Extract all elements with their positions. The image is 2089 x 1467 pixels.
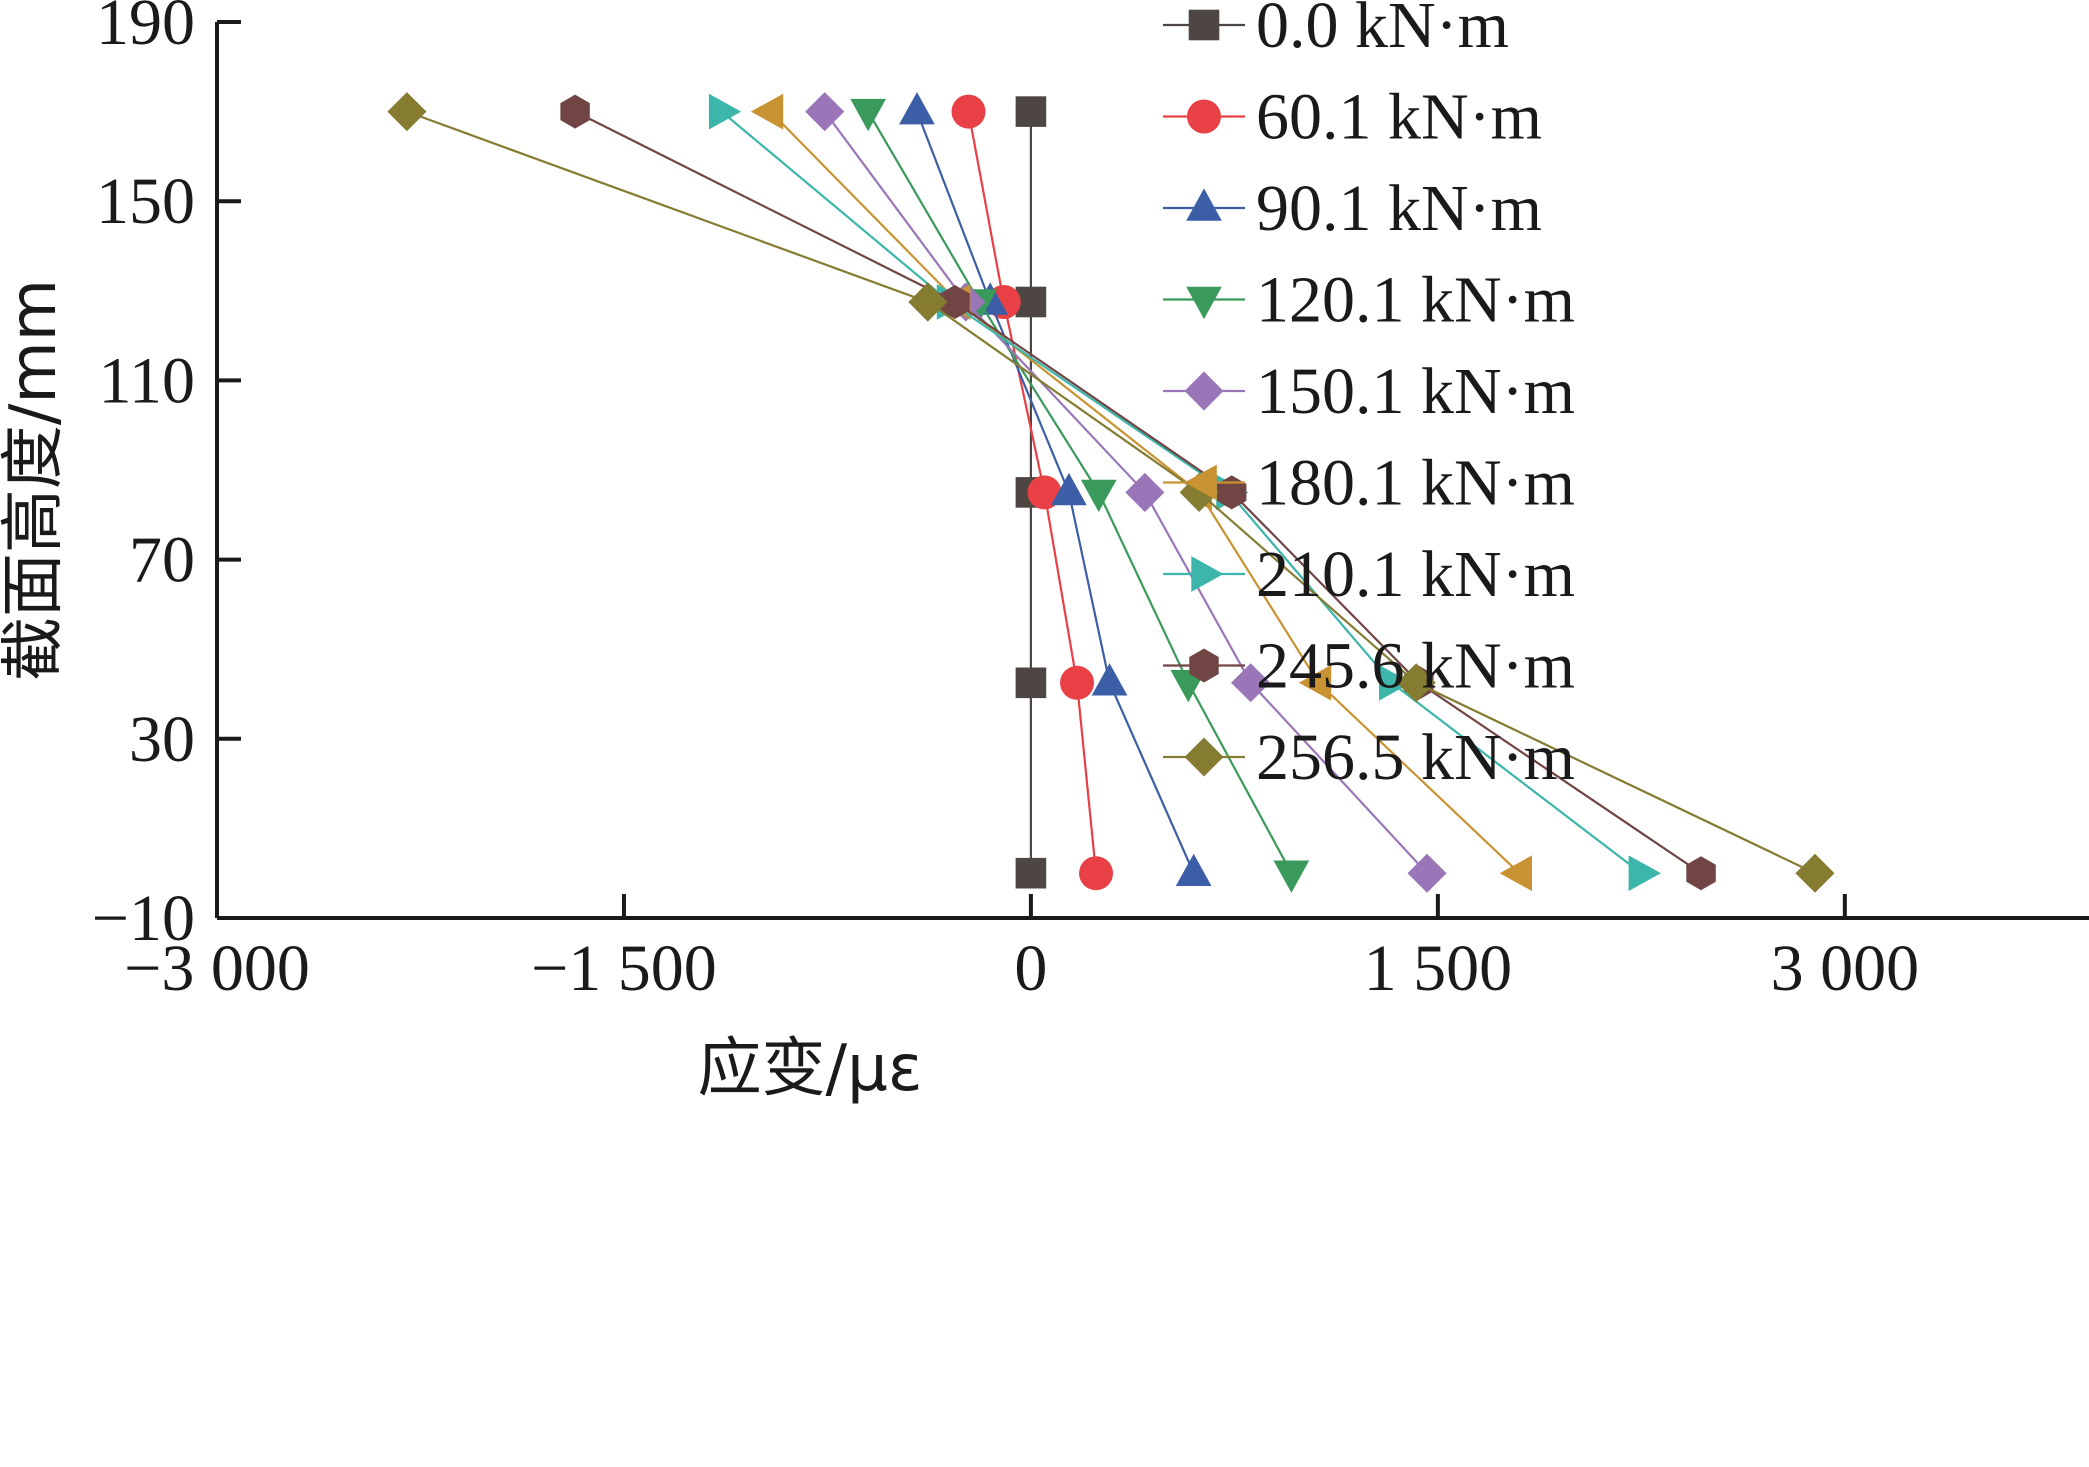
- legend-item: 210.1 kN·m: [1163, 538, 1575, 611]
- y-axis-title: 截面高度/mm: [0, 279, 71, 681]
- data-point: [1091, 663, 1128, 696]
- data-point: [908, 282, 948, 322]
- x-tick-label: −3 000: [124, 932, 310, 1005]
- series-line: [406, 110, 1816, 875]
- y-tick-label: 150: [96, 165, 195, 238]
- data-point: [1217, 475, 1247, 510]
- legend-item: 256.5 kN·m: [1163, 721, 1575, 794]
- legend: 0.0 kN·m 60.1 kN·m 90.1 kN·m 120.1 kN·m 150.…: [1163, 0, 1575, 794]
- data-point: [1015, 96, 1047, 127]
- x-tick-label: 3 000: [1771, 932, 1920, 1005]
- data-point: [1795, 853, 1835, 893]
- series-2: [899, 92, 1212, 886]
- legend-label: 0.0 kN·m: [1256, 0, 1509, 62]
- legend-marker: [1184, 737, 1224, 777]
- y-ticks: −10 30 70 110 150 190: [92, 0, 241, 955]
- axes: −10 30 70 110 150 190 −3 000 −1 500 0 1 500 3 000: [92, 0, 2089, 1005]
- legend-label: 180.1 kN·m: [1256, 447, 1575, 520]
- legend-marker: [1184, 464, 1217, 501]
- legend-label: 90.1 kN·m: [1256, 172, 1542, 245]
- y-tick-label: 190: [96, 0, 195, 59]
- data-point: [1060, 665, 1095, 700]
- data-point: [1628, 855, 1661, 892]
- legend-label: 120.1 kN·m: [1256, 264, 1575, 337]
- legend-item: 90.1 kN·m: [1163, 172, 1542, 245]
- legend-item: 245.6 kN·m: [1163, 630, 1575, 703]
- data-point: [1379, 664, 1412, 701]
- data-point: [1027, 475, 1062, 510]
- series-8: [387, 92, 1835, 893]
- data-point: [805, 92, 845, 132]
- x-tick-label: 0: [1014, 932, 1047, 1005]
- legend-item: 60.1 kN·m: [1163, 81, 1542, 154]
- series-1: [951, 94, 1114, 891]
- data-point: [1079, 856, 1114, 891]
- y-tick-label: 30: [129, 703, 195, 776]
- legend-label: 256.5 kN·m: [1256, 721, 1575, 794]
- legend-marker: [1187, 99, 1221, 134]
- legend-item: 120.1 kN·m: [1163, 264, 1575, 337]
- data-point: [1396, 663, 1436, 703]
- data-point: [1015, 857, 1047, 889]
- x-tick-label: −1 500: [531, 932, 717, 1005]
- data-point: [850, 98, 886, 132]
- data-point: [899, 92, 935, 125]
- data-point: [560, 94, 590, 129]
- data-point: [940, 285, 970, 319]
- legend-marker: [1191, 556, 1224, 592]
- legend-label: 150.1 kN·m: [1256, 355, 1575, 428]
- legend-label: 245.6 kN·m: [1256, 630, 1575, 703]
- legend-marker: [1189, 648, 1219, 683]
- x-ticks: −3 000 −1 500 0 1 500 3 000: [124, 894, 1919, 1005]
- legend-marker: [1186, 188, 1222, 221]
- y-tick-label: 110: [98, 344, 195, 417]
- data-point: [387, 92, 427, 132]
- series-layer: [387, 92, 1835, 893]
- data-point: [750, 93, 784, 130]
- data-point: [1125, 472, 1165, 512]
- data-point: [1015, 667, 1047, 699]
- legend-item: 0.0 kN·m: [1163, 0, 1509, 62]
- y-tick-label: −10: [92, 882, 195, 955]
- data-point: [1273, 860, 1310, 893]
- data-point: [951, 94, 986, 129]
- legend-item: 150.1 kN·m: [1163, 355, 1575, 428]
- data-point: [1231, 663, 1271, 703]
- legend-marker: [1184, 371, 1224, 411]
- x-axis-title: 应变/με: [698, 1032, 923, 1106]
- data-point: [1686, 856, 1716, 891]
- data-point: [1298, 664, 1332, 701]
- legend-label: 210.1 kN·m: [1256, 538, 1575, 611]
- data-point: [1175, 853, 1212, 886]
- legend-label: 60.1 kN·m: [1256, 81, 1542, 154]
- legend-marker: [1188, 9, 1220, 41]
- y-tick-label: 70: [129, 524, 195, 597]
- data-point: [1051, 472, 1087, 506]
- x-tick-label: 1 500: [1364, 932, 1513, 1005]
- data-point: [708, 93, 742, 130]
- data-point: [1080, 479, 1117, 512]
- legend-marker: [1186, 286, 1222, 320]
- data-point: [1407, 853, 1447, 893]
- legend-item: 180.1 kN·m: [1163, 447, 1575, 520]
- data-point: [1499, 855, 1532, 892]
